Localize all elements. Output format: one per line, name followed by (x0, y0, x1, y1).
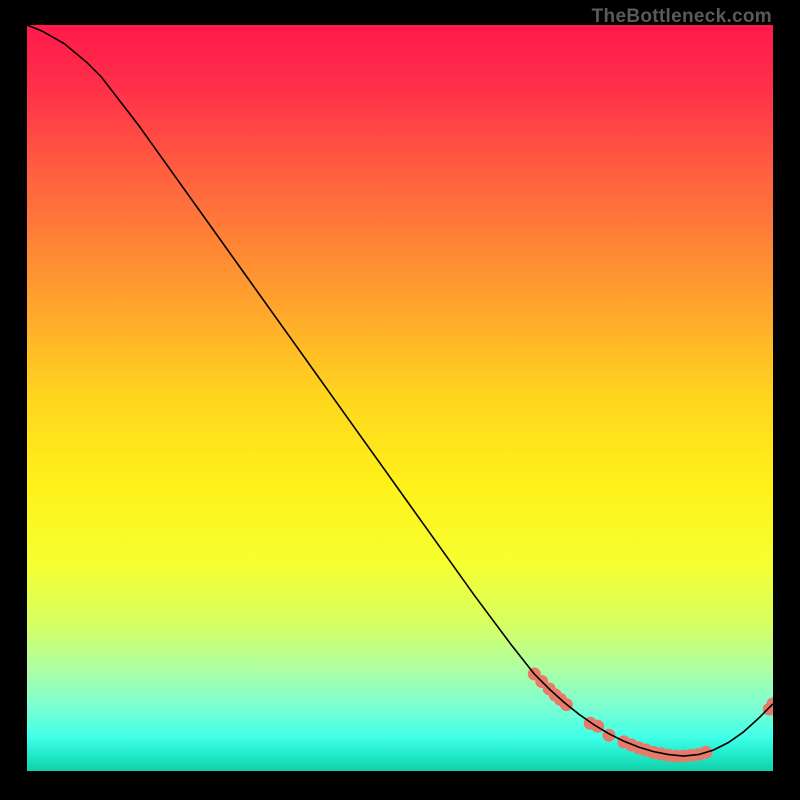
plot-panel (27, 25, 773, 771)
curve-layer (27, 25, 773, 771)
chart-frame: { "watermark": { "text": "TheBottleneck.… (0, 0, 800, 800)
watermark-text: TheBottleneck.com (592, 6, 772, 28)
bottleneck-curve (27, 25, 773, 756)
